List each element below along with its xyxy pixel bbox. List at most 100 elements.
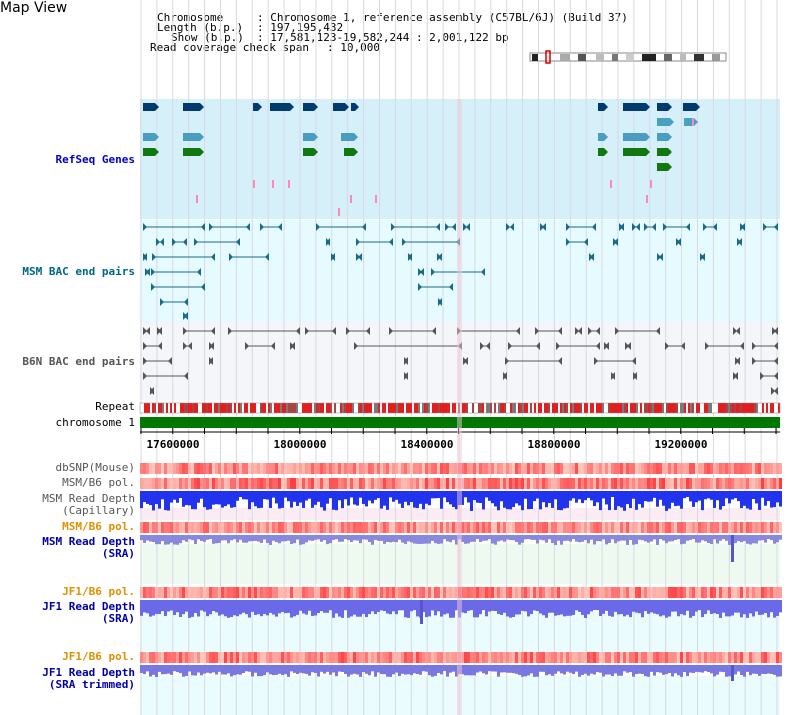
msm-cap-depth-label-2[interactable]: (Capillary) (62, 504, 135, 517)
jf1-b6-pol-strip[interactable] (140, 587, 782, 598)
ideogram-position-marker (545, 50, 551, 64)
refseq-pink-mark (253, 180, 255, 188)
refseq-gene (303, 103, 314, 111)
jf1-sra-depth[interactable] (140, 600, 782, 624)
b6n-bac-end (752, 342, 756, 350)
b6n-bac-end (605, 342, 609, 350)
b6n-bac-end (480, 342, 484, 350)
msm-bac-end (452, 223, 456, 231)
jf1-b6-pol-label[interactable]: JF1/B6 pol. (62, 585, 135, 598)
msm-capillary-depth[interactable] (140, 491, 782, 511)
msm-bac-end (201, 283, 205, 291)
msm-bac-end (209, 223, 213, 231)
jf1-trim-depth[interactable] (140, 665, 782, 681)
msm-sra-depth-label-2[interactable]: (SRA) (101, 547, 135, 560)
refseq-gene (344, 148, 354, 156)
msm-b6-pol-strip[interactable] (140, 478, 782, 489)
refseq-gene (303, 133, 314, 141)
jf1-sra-depth-label-1[interactable]: JF1 Read Depth (42, 600, 135, 613)
msm-bac-end (659, 253, 663, 261)
refseq-gene-arrow (646, 133, 650, 141)
refseq-gene-arrow (604, 133, 608, 141)
msm-bac-end (194, 238, 198, 246)
msm-bac-end (566, 223, 570, 231)
b6n-bac-end (760, 372, 764, 380)
refseq-gene-arrow (670, 118, 674, 126)
b6n-bac-end (332, 327, 336, 335)
msm-sra-depth-label-1[interactable]: MSM Read Depth (42, 535, 135, 548)
msm-bac-end (160, 298, 164, 306)
jf1-sra-depth-label-2[interactable]: (SRA) (101, 612, 135, 625)
msm-b6-pol-label[interactable]: MSM/B6 pol. (62, 476, 135, 489)
axis-tick-label: 17600000 (146, 438, 200, 451)
refseq-gene-arrow (355, 103, 359, 111)
b6n-bac-end (558, 327, 562, 335)
refseq-label[interactable]: RefSeq Genes (55, 153, 135, 166)
msm-bac-end (590, 253, 594, 261)
msm-bac-label[interactable]: MSM BAC end pairs (22, 265, 135, 278)
chromosome-ideogram[interactable] (529, 50, 727, 64)
jf1-b6-pol-strip-2[interactable] (140, 652, 782, 663)
b6n-bac-end (615, 327, 619, 335)
refseq-gene (351, 103, 355, 111)
msm-b6-pol-strip-2[interactable] (140, 522, 782, 533)
msm-bac-end (420, 268, 424, 276)
jf1-trim-depth-label-2[interactable]: (SRA trimmed) (48, 678, 135, 691)
b6n-bac-end (366, 327, 370, 335)
msm-bac-end (278, 223, 282, 231)
msm-bac-end (362, 223, 366, 231)
msm-bac-end (184, 298, 188, 306)
jf1-b6-pol-label-2[interactable]: JF1/B6 pol. (62, 650, 135, 663)
msm-sra-depth[interactable] (140, 535, 782, 562)
b6n-bac-label[interactable]: B6N BAC end pairs (22, 355, 135, 368)
msm-bac-end (151, 283, 155, 291)
b6n-bac-end (740, 342, 744, 350)
msm-bac-end (463, 223, 467, 231)
refseq-gene-arrow (290, 103, 294, 111)
refseq-gene-arrow (258, 103, 262, 111)
b6n-bac-end (508, 342, 512, 350)
chromosome-label: Chromosome (157, 11, 224, 24)
msm-bac-end (445, 223, 449, 231)
repeat-track[interactable] (139, 402, 781, 414)
b6n-bac-glyphs[interactable] (143, 327, 778, 395)
jf1-trim-depth-label-1[interactable]: JF1 Read Depth (42, 666, 135, 679)
refseq-pink-mark (288, 180, 290, 188)
refseq-pink-mark (272, 180, 274, 188)
msm-bac-end (506, 223, 510, 231)
msm-bac-end (632, 223, 636, 231)
refseq-gene-arrow (155, 103, 159, 111)
coverage-label: Read coverage check span (150, 41, 309, 54)
refseq-genes-glyphs[interactable] (143, 103, 700, 216)
msm-bac-end (156, 238, 160, 246)
b6n-bac-end (705, 342, 709, 350)
b6n-bac-end (558, 357, 562, 365)
dbsnp-label[interactable]: dbSNP(Mouse) (55, 461, 135, 474)
dbsnp-strip[interactable] (140, 463, 782, 474)
b6n-bac-end (505, 357, 509, 365)
msm-bac-glyphs[interactable] (143, 223, 778, 320)
refseq-gene-arrow (200, 103, 204, 111)
repeat-label[interactable]: Repeat (95, 400, 135, 413)
b6n-bac-end (594, 357, 598, 365)
msm-bac-end (566, 238, 570, 246)
b6n-bac-end (404, 372, 408, 380)
b6n-bac-end (575, 327, 579, 335)
b6n-bac-end (296, 327, 300, 335)
b6n-bac-end (633, 372, 637, 380)
chromosome-track-label[interactable]: chromosome 1 (55, 416, 135, 429)
b6n-bac-end (404, 357, 408, 365)
msm-bac-end (183, 238, 187, 246)
b6n-bac-end (503, 372, 507, 380)
msm-b6-pol-label-2[interactable]: MSM/B6 pol. (62, 520, 135, 533)
b6n-bac-end (774, 327, 778, 335)
refseq-gene-arrow (604, 103, 608, 111)
msm-cap-depth-label-1[interactable]: MSM Read Depth (42, 492, 135, 505)
msm-bac-end (652, 223, 656, 231)
msm-bac-end (431, 268, 435, 276)
refseq-gene-arrow (668, 163, 672, 171)
refseq-gene (143, 103, 155, 111)
msm-bac-end (774, 223, 778, 231)
refseq-gene-arrow (696, 103, 700, 111)
